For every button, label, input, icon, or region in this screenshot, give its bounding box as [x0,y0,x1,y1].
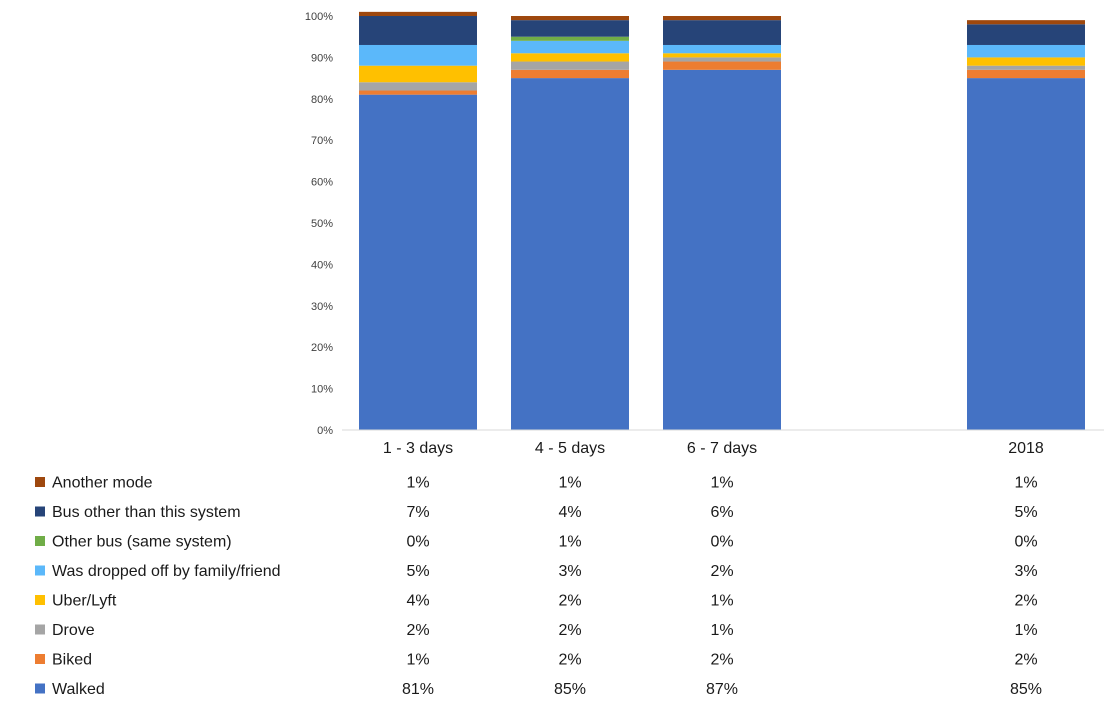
y-axis: 0% 10% 20% 30% 40% 50% 60% 70% 80% 90% 100% [305,11,333,437]
data-label: 87% [706,681,738,698]
data-label: 4% [558,504,581,521]
data-label: 1% [406,475,429,492]
y-tick-label: 30% [311,301,333,313]
legend-swatch [35,506,45,517]
bar-segment-was-dropped-off-by-family-friend [663,44,781,54]
bar-segment-was-dropped-off-by-family-friend [511,40,629,54]
data-label: 1% [558,534,581,551]
bar-segment-biked [511,69,629,79]
bar-segment-drove [663,57,781,62]
data-label: 2% [406,622,429,639]
category-label: 6 - 7 days [687,440,757,457]
bar-segment-uber-lyft [511,53,629,62]
bars [359,11,1085,430]
legend-entry: Walked [52,681,105,698]
legend-entry: Another mode [52,475,153,492]
bar-segment-drove [511,61,629,70]
data-label: 2% [710,563,733,580]
data-label: 5% [1014,504,1037,521]
data-label: 1% [710,622,733,639]
bar-segment-another-mode [967,20,1085,25]
legend-entry: Other bus (same system) [52,534,232,551]
data-label: 1% [406,652,429,669]
data-label: 2% [558,593,581,610]
data-label: 7% [406,504,429,521]
category-label: 2018 [1008,440,1044,457]
bar-segment-walked [967,78,1085,430]
data-label: 2% [558,622,581,639]
y-tick-label: 80% [311,94,333,106]
bar-segment-bus-other-than-this-system [359,16,477,45]
category-labels: 1 - 3 days 4 - 5 days 6 - 7 days 2018 [383,440,1044,457]
y-tick-label: 0% [317,425,333,437]
bar-segment-uber-lyft [359,65,477,83]
bar-segment-walked [511,78,629,430]
data-label: 1% [710,593,733,610]
data-table: Another mode 1% 1% 1% 1% Bus other than this … [35,475,1042,698]
bar-segment-drove [359,82,477,91]
y-tick-label: 90% [311,52,333,64]
bar-segment-another-mode [359,11,477,16]
y-tick-label: 50% [311,218,333,230]
data-label: 85% [1010,681,1042,698]
legend-entry: Bus other than this system [52,504,241,521]
data-label: 1% [1014,622,1037,639]
data-label: 1% [710,475,733,492]
category-label: 4 - 5 days [535,440,605,457]
y-tick-label: 100% [305,11,333,23]
y-tick-label: 60% [311,177,333,189]
data-label: 3% [1014,563,1037,580]
legend-swatch [35,624,45,635]
legend-entry: Drove [52,622,95,639]
bar-segment-biked [967,69,1085,79]
bar-segment-another-mode [663,16,781,21]
category-label: 1 - 3 days [383,440,453,457]
data-label: 1% [1014,475,1037,492]
data-label: 3% [558,563,581,580]
bar-segment-bus-other-than-this-system [511,20,629,37]
bar-segment-other-bus-same-system- [511,36,629,41]
bar-segment-was-dropped-off-by-family-friend [967,44,1085,58]
legend-entry: Was dropped off by family/friend [52,563,281,580]
data-label: 6% [710,504,733,521]
bar-segment-uber-lyft [663,53,781,58]
data-label: 0% [1014,534,1037,551]
bar-segment-was-dropped-off-by-family-friend [359,44,477,66]
legend-swatch [35,565,45,576]
bar-segment-bus-other-than-this-system [663,20,781,45]
data-label: 81% [402,681,434,698]
bar-segment-uber-lyft [967,57,1085,66]
data-label: 2% [710,652,733,669]
legend-swatch [35,595,45,605]
legend-entry: Biked [52,652,92,669]
legend-entry: Uber/Lyft [52,593,117,610]
legend-swatch [35,654,45,664]
data-label: 0% [710,534,733,551]
bar-segment-drove [967,65,1085,70]
data-label: 2% [1014,593,1037,610]
bar-segment-walked [663,69,781,430]
bar-segment-walked [359,94,477,430]
bar-segment-biked [663,61,781,70]
bar-segment-biked [359,90,477,95]
y-tick-label: 20% [311,342,333,354]
legend-swatch [35,683,45,694]
legend-swatch [35,477,45,487]
data-label: 1% [558,475,581,492]
y-tick-label: 10% [311,384,333,396]
bar-segment-another-mode [511,16,629,21]
data-label: 85% [554,681,586,698]
legend-swatch [35,536,45,546]
data-label: 4% [406,593,429,610]
bar-segment-bus-other-than-this-system [967,24,1085,45]
data-label: 2% [1014,652,1037,669]
y-tick-label: 70% [311,135,333,147]
data-label: 0% [406,534,429,551]
data-label: 2% [558,652,581,669]
data-label: 5% [406,563,429,580]
y-tick-label: 40% [311,259,333,271]
